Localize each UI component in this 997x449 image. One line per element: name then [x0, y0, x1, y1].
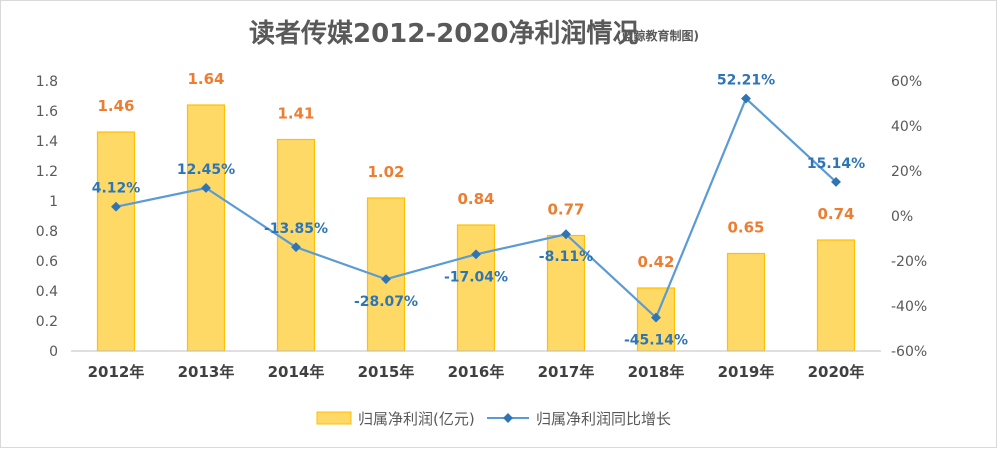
left-axis-tick-label: 1.8: [36, 74, 58, 90]
chart-title: 读者传媒2012-2020净利润情况: [249, 18, 639, 49]
line-point: [471, 249, 481, 260]
line-data-label: -28.07%: [354, 294, 418, 310]
right-axis-tick-label: -60%: [891, 344, 927, 360]
line-data-label: 12.45%: [177, 162, 235, 178]
x-axis-tick-label: 2019年: [718, 363, 775, 381]
x-axis-tick-label: 2018年: [628, 363, 685, 381]
chart-subtitle: (蓝鲸教育制图): [616, 28, 699, 43]
right-axis-tick-label: 60%: [891, 74, 922, 90]
x-axis-tick-label: 2020年: [808, 363, 865, 381]
legend-line-marker: [503, 413, 513, 423]
legend-line-label: 归属净利润同比增长: [536, 410, 671, 428]
bar-data-label: 0.84: [457, 190, 494, 208]
bar-data-label: 1.64: [187, 70, 224, 88]
line-point: [381, 274, 391, 285]
bar-data-label: 0.77: [547, 201, 584, 219]
line-point: [831, 176, 841, 187]
left-axis-tick-label: 0.4: [36, 284, 58, 300]
right-axis: -60% -40% -20% 0% 20% 40% 60%: [891, 74, 927, 360]
legend: 归属净利润(亿元) 归属净利润同比增长: [316, 410, 671, 428]
line-point: [561, 229, 571, 240]
bar: [726, 252, 766, 352]
right-axis-tick-label: 20%: [891, 164, 922, 180]
right-axis-tick-label: 40%: [891, 119, 922, 135]
bar: [96, 131, 136, 352]
left-axis-tick-label: 0.8: [36, 224, 58, 240]
line-data-label: 52.21%: [717, 73, 775, 89]
left-axis-tick-label: 1: [49, 194, 58, 210]
line-data-label: -13.85%: [264, 221, 328, 237]
line-point: [741, 93, 751, 104]
legend-bar-swatch: [316, 411, 352, 425]
right-axis-tick-label: 0%: [891, 209, 913, 225]
line-point: [651, 312, 661, 323]
x-axis-tick-label: 2013年: [178, 363, 235, 381]
bar-data-label: 0.42: [637, 253, 674, 271]
x-axis-tick-label: 2016年: [448, 363, 505, 381]
left-axis-tick-label: 0.2: [36, 314, 58, 330]
bar: [186, 104, 226, 352]
line-series: [111, 93, 841, 323]
bar-data-labels: 1.46 1.64 1.41 1.02 0.84 0.77 0.42 0.65 0.74: [97, 70, 854, 271]
left-axis-tick-label: 1.4: [36, 134, 58, 150]
line-data-label: -45.14%: [624, 333, 688, 349]
x-axis-tick-label: 2017年: [538, 363, 595, 381]
line-data-label: 4.12%: [92, 181, 141, 197]
x-axis-tick-label: 2014年: [268, 363, 325, 381]
x-axis-tick-label: 2012年: [88, 363, 145, 381]
left-axis-tick-label: 0.6: [36, 254, 58, 270]
bar-data-label: 1.46: [97, 97, 134, 115]
x-axis: 2012年 2013年 2014年 2015年 2016年 2017年 2018年 2019年…: [88, 363, 865, 381]
line-data-label: 15.14%: [807, 156, 865, 172]
right-axis-tick-label: -20%: [891, 254, 927, 270]
left-axis-tick-label: 1.2: [36, 164, 58, 180]
x-axis-tick-label: 2015年: [358, 363, 415, 381]
right-axis-tick-label: -40%: [891, 299, 927, 315]
bar-data-label: 1.41: [277, 105, 314, 123]
legend-bar-label: 归属净利润(亿元): [358, 410, 475, 428]
line-point: [291, 242, 301, 253]
bar-data-label: 0.74: [817, 205, 854, 223]
bar-data-label: 1.02: [367, 163, 404, 181]
line-point: [201, 183, 211, 193]
left-axis-tick-label: 1.6: [36, 104, 58, 120]
line-point: [111, 201, 121, 212]
line-data-labels: 4.12% 12.45% -13.85% -28.07% -17.04% -8.11% -4…: [92, 73, 865, 349]
bar: [816, 239, 856, 352]
line-data-label: -8.11%: [539, 249, 593, 265]
line-data-label: -17.04%: [444, 269, 508, 285]
left-axis: 0 0.2 0.4 0.6 0.8 1 1.2 1.4 1.6 1.8: [36, 74, 58, 360]
bar: [456, 224, 496, 352]
left-axis-tick-label: 0: [49, 344, 58, 360]
bar-data-label: 0.65: [727, 219, 764, 237]
bar: [546, 234, 586, 352]
